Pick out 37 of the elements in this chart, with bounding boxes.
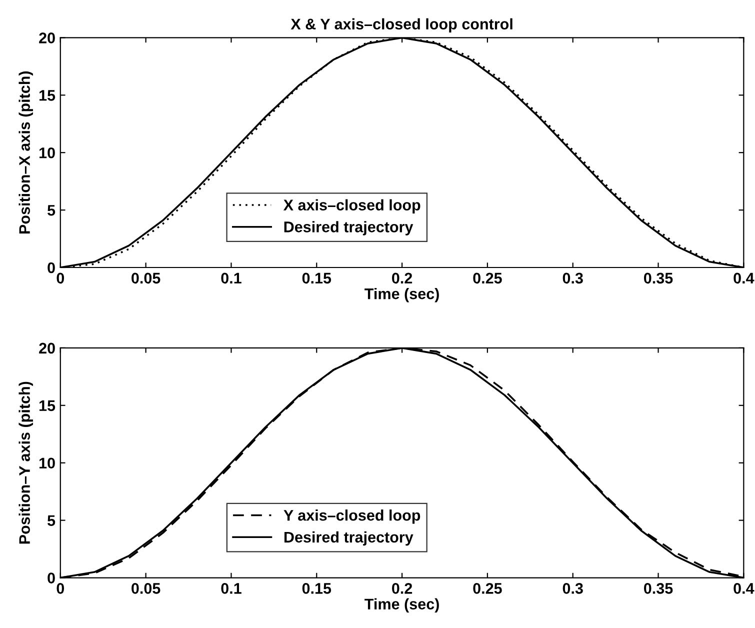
x-tick-label: 0.15: [302, 272, 332, 284]
legend-label: Y axis–closed loop: [284, 510, 420, 524]
x-tick-label: 0.05: [132, 583, 160, 594]
x-tick-label: 0.25: [473, 272, 502, 284]
y-tick-label: 20: [39, 342, 55, 354]
x-tick-label: 0.05: [132, 272, 160, 284]
y-tick-label: 5: [48, 515, 56, 526]
y-axis-title: Position–X axis (pitch): [18, 71, 33, 234]
x-tick-label: 0.1: [221, 272, 242, 284]
legend-label: Desired trajectory: [284, 221, 414, 236]
x-tick-label: 0.25: [473, 583, 502, 594]
x-tick-label: 0.3: [562, 272, 583, 284]
x-tick-label: 0.2: [392, 272, 412, 284]
y-tick-label: 20: [39, 32, 55, 44]
x-tick-label: 0.3: [562, 583, 583, 594]
y-tick-label: 10: [40, 458, 55, 469]
x-tick-label: 0.1: [221, 583, 242, 594]
y-tick-label: 0: [48, 572, 55, 584]
y-tick-label: 15: [40, 90, 56, 101]
x-tick-label: 0.15: [302, 583, 332, 594]
x-tick-label: 0.2: [392, 583, 412, 594]
x-tick-label: 0: [56, 583, 64, 594]
y-tick-label: 0: [48, 262, 55, 274]
x-tick-label: 0.4: [734, 583, 754, 594]
y-tick-label: 5: [48, 205, 56, 216]
legend-label: X axis–closed loop: [283, 199, 420, 214]
y-tick-label: 10: [40, 147, 55, 158]
x-axis-title: Time (sec): [364, 598, 439, 612]
x-tick-label: 0.4: [734, 272, 754, 284]
x-axis-title: Time (sec): [364, 288, 439, 302]
x-tick-label: 0: [56, 272, 64, 284]
x-tick-label: 0.35: [644, 272, 673, 284]
chart-title: X & Y axis–closed loop control: [290, 18, 512, 33]
legend-label: Desired trajectory: [284, 531, 414, 546]
y-tick-label: 15: [40, 400, 56, 412]
y-axis-title: Position–Y axis (pitch): [18, 382, 33, 544]
x-tick-label: 0.35: [644, 583, 673, 594]
